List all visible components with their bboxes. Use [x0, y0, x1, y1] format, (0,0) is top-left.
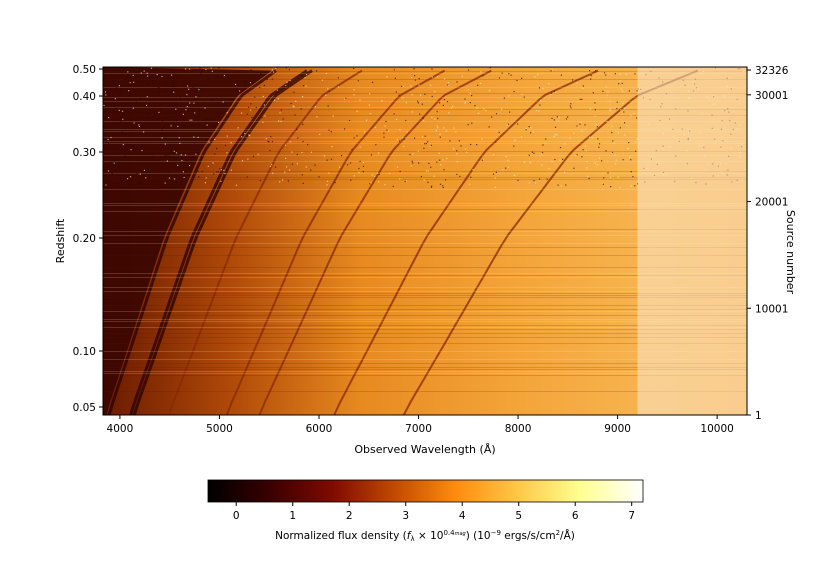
- feature-line: [258, 69, 492, 415]
- y-axis-left: 0.05 0.10 0.20 0.30 0.40 0.50: [73, 64, 103, 414]
- colorbar-tick-label: 2: [346, 510, 353, 522]
- y-right-tick-label: 30001: [755, 90, 788, 102]
- blue-cutoff-region: [103, 67, 272, 415]
- x-tick-label: 8000: [505, 423, 532, 435]
- y-right-tick-label: 32326: [755, 65, 789, 77]
- feature-line: [225, 69, 446, 415]
- y-left-tick-label: 0.50: [73, 64, 96, 76]
- colorbar-tick-label: 4: [459, 510, 466, 522]
- y-axis-right: 1 10001 20001 30001 32326: [747, 65, 789, 422]
- plot-frame: [102, 66, 748, 416]
- x-tick-label: 10000: [700, 423, 733, 435]
- x-tick-label: 9000: [604, 423, 631, 435]
- colorbar-gradient: [207, 479, 644, 503]
- detector-edge-region: [637, 67, 747, 415]
- colorbar-label: Normalized flux density (fλ × 100.4mag) …: [275, 529, 575, 543]
- colorbar-tick-label: 7: [628, 510, 635, 522]
- y-right-tick-label: 1: [755, 410, 762, 422]
- y-left-tick-label: 0.10: [73, 346, 96, 358]
- y-axis-right-label: Source number: [784, 210, 797, 295]
- y-right-tick-label: 20001: [755, 197, 788, 209]
- feature-line: [132, 69, 313, 415]
- x-axis-label: Observed Wavelength (Å): [354, 443, 495, 456]
- y-left-tick-label: 0.30: [73, 147, 96, 159]
- heatmap-image: [103, 67, 747, 415]
- y-left-tick-label: 0.20: [73, 233, 96, 245]
- x-tick-label: 6000: [306, 423, 333, 435]
- x-tick-label: 4000: [107, 423, 134, 435]
- feature-line: [107, 69, 277, 415]
- x-tick-label: 5000: [206, 423, 233, 435]
- colorbar-tick-label: 0: [233, 510, 240, 522]
- feature-line: [129, 69, 308, 415]
- y-left-tick-label: 0.40: [73, 91, 96, 103]
- y-right-tick-label: 10001: [755, 303, 788, 315]
- colorbar-tick-label: 5: [515, 510, 522, 522]
- colorbar-tick-label: 3: [402, 510, 409, 522]
- x-axis: 4000 5000 6000 7000 8000 9000 10000: [107, 415, 734, 435]
- colorbar: 0 1 2 3 4 5 6 7 Normalized flux density (fλ × 1…: [207, 479, 644, 543]
- colorbar-tick-label: 1: [289, 510, 296, 522]
- colorbar-tick-label: 6: [572, 510, 579, 522]
- y-axis-left-label: Redshift: [54, 218, 67, 263]
- x-tick-label: 7000: [405, 423, 432, 435]
- y-left-tick-label: 0.05: [73, 402, 96, 414]
